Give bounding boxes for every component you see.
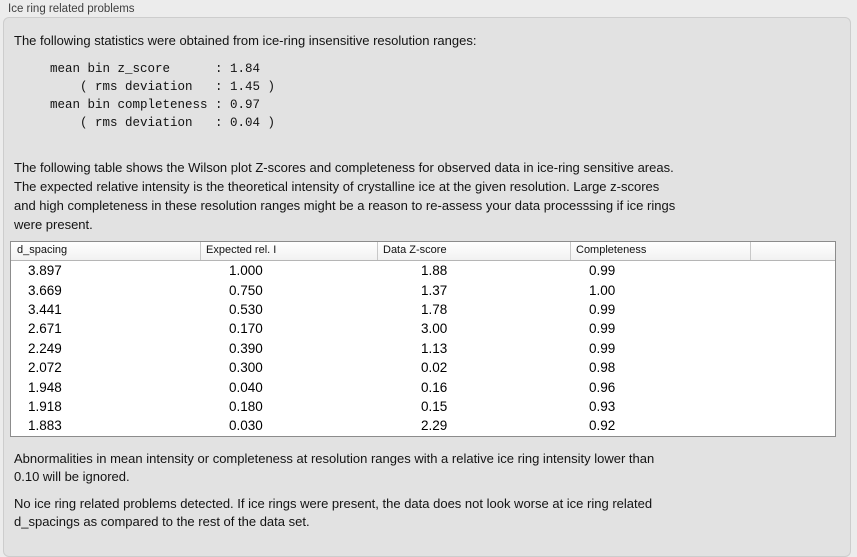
- table-cell: 0.040: [229, 379, 263, 395]
- ice-ring-table: d_spacing Expected rel. I Data Z-score C…: [10, 241, 836, 437]
- table-cell: 0.300: [229, 360, 263, 376]
- table-row[interactable]: 2.249 0.390 1.13 0.99: [11, 339, 835, 358]
- ice-ring-report-window: { "title": "Ice ring related problems", …: [3, 3, 851, 557]
- table-cell: 1.883: [28, 418, 62, 434]
- result-summary-note: No ice ring related problems detected. I…: [14, 495, 653, 529]
- table-cell: 2.249: [28, 340, 62, 356]
- table-cell: 1.00: [589, 282, 616, 298]
- table-cell: 0.99: [589, 340, 616, 356]
- table-cell: 0.170: [229, 321, 263, 337]
- table-cell: 2.29: [421, 418, 448, 434]
- table-body: 3.897 1.000 1.88 0.99 3.669 0.750 1.37 1.00 3.44…: [11, 261, 835, 436]
- table-cell: 0.96: [589, 379, 616, 395]
- groupbox-title: Ice ring related problems: [8, 3, 135, 15]
- column-header-z-score[interactable]: Data Z-score: [378, 242, 571, 260]
- table-cell: 2.671: [28, 321, 62, 337]
- table-cell: 1.37: [421, 282, 448, 298]
- table-cell: 1.78: [421, 301, 448, 317]
- table-cell: 0.750: [229, 282, 263, 298]
- table-caption-text: The following table shows the Wilson plo…: [14, 160, 676, 232]
- table-row[interactable]: 1.918 0.180 0.15 0.93: [11, 397, 835, 416]
- ice-ring-panel: The following statistics were obtained f…: [3, 17, 851, 557]
- table-cell: 3.897: [28, 263, 62, 279]
- table-cell: 0.15: [421, 398, 448, 414]
- table-cell: 0.02: [421, 360, 448, 376]
- table-cell: 3.669: [28, 282, 62, 298]
- column-header-completeness[interactable]: Completeness: [571, 242, 751, 260]
- table-row[interactable]: 1.948 0.040 0.16 0.96: [11, 377, 835, 396]
- table-cell: 0.99: [589, 263, 616, 279]
- table-cell: 0.99: [589, 301, 616, 317]
- table-cell: 1.948: [28, 379, 62, 395]
- table-header-row: d_spacing Expected rel. I Data Z-score C…: [11, 242, 835, 261]
- ignore-threshold-note: Abnormalities in mean intensity or compl…: [14, 450, 655, 484]
- table-cell: 0.93: [589, 398, 616, 414]
- table-row[interactable]: 3.669 0.750 1.37 1.00: [11, 280, 835, 299]
- table-cell: 0.16: [421, 379, 448, 395]
- column-header-d-spacing[interactable]: d_spacing: [11, 242, 201, 260]
- table-cell: 2.072: [28, 360, 62, 376]
- table-row[interactable]: 2.072 0.300 0.02 0.98: [11, 358, 835, 377]
- table-cell: 0.530: [229, 301, 263, 317]
- column-header-expected-i[interactable]: Expected rel. I: [201, 242, 378, 260]
- column-header-empty[interactable]: [751, 242, 835, 260]
- table-row[interactable]: 3.897 1.000 1.88 0.99: [11, 261, 835, 280]
- table-cell: 0.99: [589, 321, 616, 337]
- table-row[interactable]: 1.883 0.030 2.29 0.92: [11, 416, 835, 435]
- stats-block: mean bin z_score : 1.84 ( rms deviation …: [50, 62, 276, 130]
- table-cell: 3.00: [421, 321, 448, 337]
- table-cell: 3.441: [28, 301, 62, 317]
- table-cell: 0.030: [229, 418, 263, 434]
- table-cell: 0.180: [229, 398, 263, 414]
- table-cell: 1.000: [229, 263, 263, 279]
- intro-text: The following statistics were obtained f…: [14, 33, 477, 48]
- table-cell: 0.92: [589, 418, 616, 434]
- table-row[interactable]: 2.671 0.170 3.00 0.99: [11, 319, 835, 338]
- table-cell: 1.918: [28, 398, 62, 414]
- table-cell: 1.13: [421, 340, 448, 356]
- table-cell: 1.88: [421, 263, 448, 279]
- table-row[interactable]: 3.441 0.530 1.78 0.99: [11, 300, 835, 319]
- table-cell: 0.390: [229, 340, 263, 356]
- table-cell: 0.98: [589, 360, 616, 376]
